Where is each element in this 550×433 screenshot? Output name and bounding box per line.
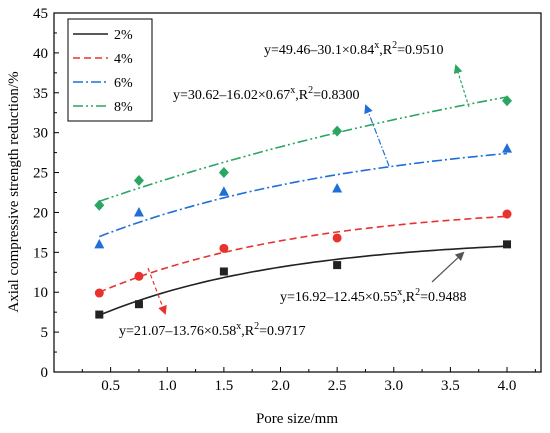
y-tick-label: 5 <box>41 325 49 341</box>
annotation-2pct: y=16.92–12.45×0.55x,R2=0.9488 <box>280 251 467 305</box>
y-tick-label: 15 <box>33 245 48 261</box>
x-tick-label: 3.5 <box>441 378 460 394</box>
y-tick-label: 20 <box>33 205 48 221</box>
y-tick-label: 30 <box>33 126 48 142</box>
legend-box <box>67 18 153 122</box>
annotation-6pct: y=30.62–16.02×0.67x,R2=0.8300 <box>173 85 390 167</box>
y-tick-label: 35 <box>33 86 48 102</box>
data-point-4pct <box>332 233 342 243</box>
data-point-6pct <box>94 238 105 249</box>
equation-4pct: y=21.07–13.76×0.58x,R2=0.9717 <box>119 321 306 339</box>
equation-8pct: y=49.46–30.1×0.84x,R2=0.9510 <box>264 40 444 58</box>
data-point-4pct <box>134 271 144 281</box>
fit-curve-6pct <box>99 152 508 238</box>
data-point-8pct <box>133 175 144 187</box>
arrow-4pct <box>147 267 167 315</box>
data-point-6pct <box>332 183 343 193</box>
data-point-4pct <box>502 209 512 219</box>
fit-curve-8pct <box>99 96 508 203</box>
arrow-2pct <box>431 251 465 283</box>
legend-label: 8% <box>114 100 133 115</box>
y-axis-title: Axial compressive strength reduction/% <box>6 71 22 312</box>
x-tick-label: 0.5 <box>101 378 120 394</box>
x-tick-label: 1.0 <box>158 378 177 394</box>
data-point-6pct <box>218 186 229 196</box>
y-axis: 0 5 10 15 20 25 30 35 40 45 <box>33 6 59 381</box>
y-tick-label: 40 <box>33 46 48 62</box>
data-point-4pct <box>219 243 229 253</box>
data-point-6pct <box>133 206 144 217</box>
data-point-2pct <box>503 240 512 249</box>
x-tick-label: 2.0 <box>271 378 290 394</box>
data-point-8pct <box>502 95 513 107</box>
x-tick-label: 2.5 <box>328 378 347 394</box>
data-point-2pct <box>333 261 342 270</box>
data-point-2pct <box>95 310 104 319</box>
fit-curve-2pct <box>99 245 508 316</box>
x-tick-label: 3.0 <box>384 378 403 394</box>
x-tick-label: 1.5 <box>215 378 234 394</box>
equation-2pct: y=16.92–12.45×0.55x,R2=0.9488 <box>280 287 467 305</box>
legend-label: 2% <box>114 28 133 43</box>
y-tick-label: 10 <box>33 285 48 301</box>
annotation-4pct: y=21.07–13.76×0.58x,R2=0.9717 <box>119 267 306 339</box>
fit-curves <box>98 96 508 316</box>
data-points <box>94 95 513 319</box>
equation-6pct: y=30.62–16.02×0.67x,R2=0.8300 <box>173 85 360 103</box>
legend: 2% 4% 6% 8% <box>67 18 153 122</box>
data-point-4pct <box>94 288 104 298</box>
y-tick-label: 45 <box>33 6 48 22</box>
data-point-8pct <box>94 199 105 211</box>
data-point-8pct <box>332 125 343 137</box>
data-point-6pct <box>502 143 513 153</box>
y-tick-label: 0 <box>41 365 49 381</box>
legend-label: 6% <box>114 76 133 91</box>
data-point-8pct <box>218 167 229 179</box>
annotation-8pct: y=49.46–30.1×0.84x,R2=0.9510 <box>264 40 470 108</box>
x-axis-title: Pore size/mm <box>256 411 338 427</box>
x-axis: 0.5 1.0 1.5 2.0 2.5 3.0 3.5 4.0 <box>81 367 536 394</box>
x-tick-label: 4.0 <box>498 378 517 394</box>
legend-label: 4% <box>114 52 133 67</box>
arrow-6pct <box>364 104 390 167</box>
fit-curve-4pct <box>98 215 508 293</box>
data-point-2pct <box>219 267 228 276</box>
data-point-2pct <box>134 300 143 309</box>
arrow-8pct <box>453 64 470 108</box>
y-tick-label: 25 <box>33 166 48 182</box>
